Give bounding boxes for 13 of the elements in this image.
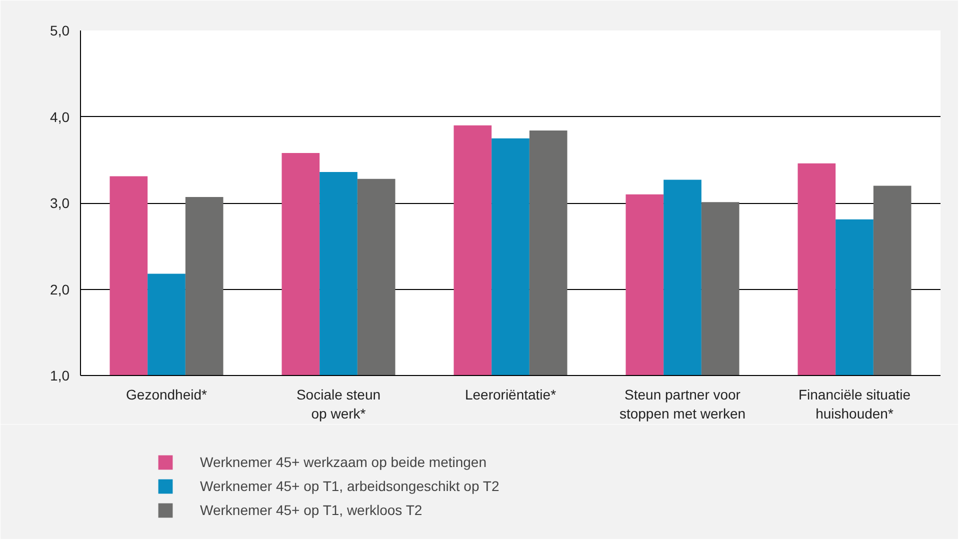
y-tick-label: 2,0 — [50, 281, 70, 298]
y-tick-label: 4,0 — [50, 108, 70, 125]
legend-label: Werknemer 45+ op T1, werkloos T2 — [200, 502, 422, 518]
x-tick-label: Leeroriëntatie* — [464, 386, 557, 402]
y-tick-label: 5,0 — [50, 22, 70, 38]
x-tick-label: Financiële situatie huishouden* — [798, 386, 911, 422]
legend-label: Werknemer 45+ op T1, arbeidsongeschikt op T2 — [200, 478, 500, 494]
y-tick-label: 3,0 — [50, 195, 70, 211]
y-tick-label: 1,0 — [50, 368, 70, 384]
x-tick-label: Sociale steun op werk* — [296, 386, 381, 422]
legend-label: Werknemer 45+ werkzaam op beide metingen — [200, 454, 487, 470]
x-tick-label: Gezondheid* — [126, 386, 208, 402]
x-tick-label: Steun partner voor stoppen met werken — [619, 386, 746, 422]
